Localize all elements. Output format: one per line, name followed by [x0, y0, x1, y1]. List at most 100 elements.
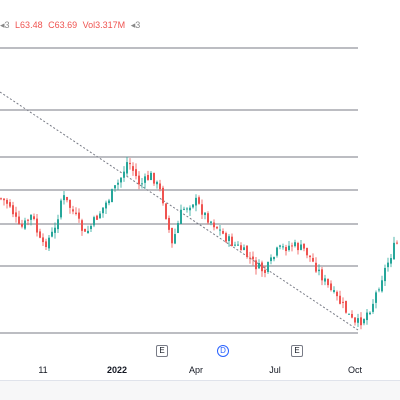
candle-body	[90, 225, 92, 230]
candle-body	[42, 237, 44, 243]
candle-body	[210, 221, 212, 223]
candle-body	[78, 212, 80, 219]
price-chart[interactable]	[0, 0, 400, 360]
candle-body	[123, 171, 125, 178]
candle-body	[276, 247, 278, 256]
candle-body	[309, 255, 311, 258]
candle-body	[333, 290, 335, 292]
earnings-event-icon[interactable]: E	[156, 345, 168, 357]
candle-body	[360, 317, 362, 326]
candle-body	[204, 212, 206, 216]
candle-body	[24, 220, 26, 229]
ohlc-legend: ◂3 L63.48 C63.69 Vol3.317M ◂3	[0, 18, 143, 32]
candle-body	[15, 212, 17, 217]
candle-body	[348, 313, 350, 315]
candle-body	[66, 196, 68, 201]
candle-body	[219, 229, 221, 231]
candle-body	[381, 280, 383, 292]
candle-body	[174, 234, 176, 244]
candle-body	[369, 312, 371, 315]
candle-body	[18, 216, 20, 224]
candle-body	[45, 241, 47, 248]
candle-body	[279, 245, 281, 247]
candle-body	[102, 207, 104, 214]
candle-body	[234, 244, 236, 246]
candle-body	[315, 262, 317, 272]
candle-body	[39, 231, 41, 238]
candle-body	[375, 292, 377, 303]
candle-body	[327, 278, 329, 286]
legend-low: L63.48	[15, 20, 43, 30]
dividend-event-icon[interactable]: D	[217, 345, 229, 357]
candle-body	[33, 216, 35, 219]
candle-body	[36, 218, 38, 233]
earnings-event-icon[interactable]: E	[291, 345, 303, 357]
candle-body	[156, 181, 158, 185]
bottom-toolbar	[0, 380, 400, 400]
candle-body	[27, 219, 29, 221]
candle-body	[222, 231, 224, 234]
candle-body	[30, 214, 32, 220]
candle-body	[72, 209, 74, 212]
candle-body	[195, 197, 197, 206]
candle-body	[207, 213, 209, 223]
candle-body	[132, 166, 134, 171]
candle-body	[354, 317, 356, 323]
candle-body	[270, 257, 272, 262]
candle-body	[9, 202, 11, 207]
candle-body	[3, 198, 5, 201]
time-tick: Oct	[347, 365, 363, 375]
candle-body	[147, 174, 149, 180]
horizontal-levels	[0, 47, 358, 334]
candle-body	[192, 204, 194, 208]
candle-body	[336, 291, 338, 297]
candle-body	[390, 258, 392, 264]
candle-body	[75, 212, 77, 214]
candle-body	[342, 301, 344, 303]
candle-body	[120, 177, 122, 183]
candle-body	[387, 262, 389, 268]
legend-close: C63.69	[48, 20, 78, 30]
candle-body	[168, 217, 170, 230]
candle-body	[213, 222, 215, 228]
candle-body	[12, 205, 14, 215]
candle-body	[81, 220, 83, 231]
candle-body	[0, 198, 2, 200]
candle-body	[87, 230, 89, 234]
candle-body	[183, 208, 185, 210]
candle-body	[69, 199, 71, 208]
legend-volume: Vol3.317M	[82, 20, 126, 30]
time-tick: 2022	[106, 365, 128, 375]
candle-body	[372, 303, 374, 312]
candle-body	[99, 213, 101, 219]
candle-body	[285, 247, 287, 252]
candle-body	[108, 200, 110, 204]
descending-trendline[interactable]	[0, 91, 359, 331]
candle-body	[216, 226, 218, 229]
candle-body	[255, 260, 257, 270]
candle-body	[129, 162, 131, 165]
candle-body	[261, 262, 263, 272]
candle-body	[324, 278, 326, 282]
candle-body	[162, 187, 164, 204]
candle-body	[345, 300, 347, 313]
candle-body	[159, 183, 161, 190]
candle-body	[126, 162, 128, 174]
candle-body	[84, 228, 86, 232]
candle-body	[384, 267, 386, 282]
candle-body	[105, 202, 107, 209]
candle-body	[165, 203, 167, 219]
candle-body	[153, 172, 155, 184]
candle-body	[198, 197, 200, 204]
legend-trailing: ◂3	[130, 20, 141, 30]
candle-body	[48, 237, 50, 249]
candle-body	[264, 269, 266, 273]
time-tick: Jul	[269, 365, 281, 375]
candle-body	[57, 219, 59, 230]
time-axis[interactable]: 11 2022 Apr Jul Oct	[0, 360, 400, 380]
legend-partial: ◂3	[0, 20, 10, 30]
candle-body	[297, 242, 299, 251]
candle-body	[180, 209, 182, 224]
candle-body	[201, 204, 203, 215]
